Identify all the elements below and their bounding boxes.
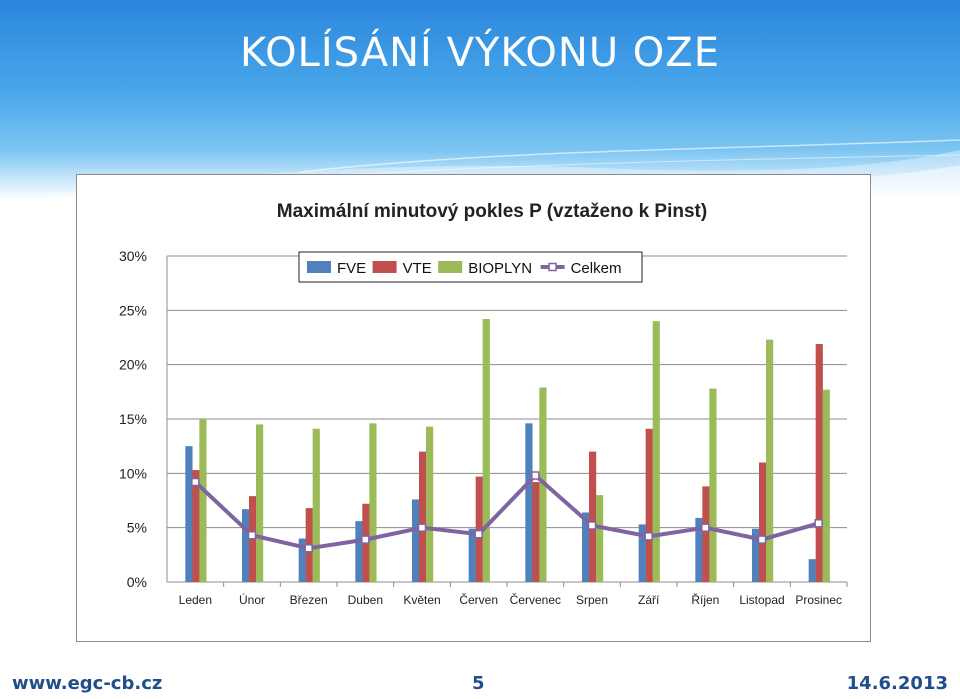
legend-swatch-bioplyn — [438, 261, 463, 273]
x-tick-label: Listopad — [739, 593, 784, 607]
legend-box — [298, 251, 643, 283]
bar-fve — [752, 528, 760, 582]
point-celkem — [191, 477, 200, 487]
y-tick-label: 15% — [119, 411, 147, 427]
bar-bioplyn — [596, 495, 604, 582]
x-tick-label: Červen — [459, 592, 498, 607]
point-celkem — [304, 544, 313, 553]
x-tick-label: Květen — [403, 593, 440, 607]
x-tick-label: Prosinec — [795, 593, 842, 607]
bar-bioplyn — [482, 319, 490, 582]
bar-bioplyn — [256, 424, 264, 582]
bar-bioplyn — [709, 388, 717, 582]
point-celkem — [644, 532, 653, 541]
y-tick-label: 25% — [119, 302, 147, 318]
point-celkem — [474, 529, 483, 539]
y-tick-label: 30% — [119, 248, 147, 264]
y-tick-label: 5% — [127, 520, 147, 536]
point-celkem — [814, 519, 823, 528]
bar-vte — [702, 486, 710, 582]
x-tick-label: Červenec — [510, 592, 561, 607]
bar-fve — [298, 538, 306, 582]
footer-page-number: 5 — [472, 673, 485, 694]
x-tick-label: Září — [638, 593, 660, 607]
footer-date: 14.6.2013 — [846, 673, 948, 694]
bar-bioplyn — [199, 419, 207, 582]
bar-bioplyn — [766, 339, 774, 582]
x-tick-label: Únor — [239, 592, 265, 607]
footer-website: www.egc-cb.cz — [12, 673, 163, 694]
chart: Maximální minutový pokles P (vztaženo k … — [119, 201, 848, 607]
bar-fve — [638, 524, 646, 582]
bar-fve — [582, 512, 590, 582]
x-tick-label: Duben — [348, 593, 383, 607]
bar-vte — [645, 428, 653, 582]
bar-fve — [525, 423, 533, 582]
bar-bioplyn — [822, 389, 830, 582]
point-celkem — [531, 471, 540, 480]
point-celkem — [417, 523, 427, 532]
legend-label-celkem: Celkem — [571, 260, 622, 277]
x-tick-label: Říjen — [691, 592, 719, 607]
bar-vte — [475, 476, 483, 582]
point-celkem — [701, 523, 710, 532]
bar-vte — [532, 482, 540, 582]
bar-vte — [759, 462, 767, 582]
bar-fve — [695, 517, 703, 582]
bar-fve — [808, 559, 816, 582]
chart-title: Maximální minutový pokles P (vztaženo k … — [277, 201, 707, 222]
legend-label-bioplyn: BIOPLYN — [468, 260, 532, 277]
bar-vte — [815, 344, 823, 582]
legend-label-fve: FVE — [337, 260, 366, 277]
bar-fve — [185, 446, 193, 582]
legend-marker-celkem — [548, 262, 557, 272]
point-celkem — [247, 531, 257, 540]
legend-label-vte: VTE — [403, 260, 432, 277]
chart-frame: Maximální minutový pokles P (vztaženo k … — [76, 174, 871, 642]
bar-vte — [192, 470, 200, 582]
x-tick-label: Březen — [290, 593, 328, 607]
point-celkem — [361, 535, 370, 544]
point-celkem — [587, 521, 597, 530]
legend-swatch-vte — [372, 261, 397, 273]
bar-fve — [412, 499, 420, 582]
y-tick-label: 10% — [119, 465, 147, 481]
y-tick-label: 0% — [127, 574, 147, 590]
bar-bioplyn — [652, 321, 660, 582]
bar-vte — [589, 451, 597, 582]
bar-fve — [468, 528, 476, 582]
x-tick-label: Leden — [179, 593, 212, 607]
bar-bioplyn — [312, 428, 320, 582]
y-tick-label: 20% — [119, 357, 147, 373]
x-tick-label: Srpen — [576, 593, 608, 607]
bar-bioplyn — [369, 423, 377, 582]
slide-title: KOLÍSÁNÍ VÝKONU OZE — [240, 30, 720, 76]
legend-swatch-fve — [307, 261, 331, 273]
header-band — [0, 0, 960, 200]
bar-fve — [242, 509, 250, 582]
point-celkem — [757, 535, 767, 544]
bar-bioplyn — [426, 426, 434, 582]
bar-fve — [355, 521, 363, 582]
line-celkem — [193, 473, 820, 551]
bar-vte — [419, 451, 427, 582]
